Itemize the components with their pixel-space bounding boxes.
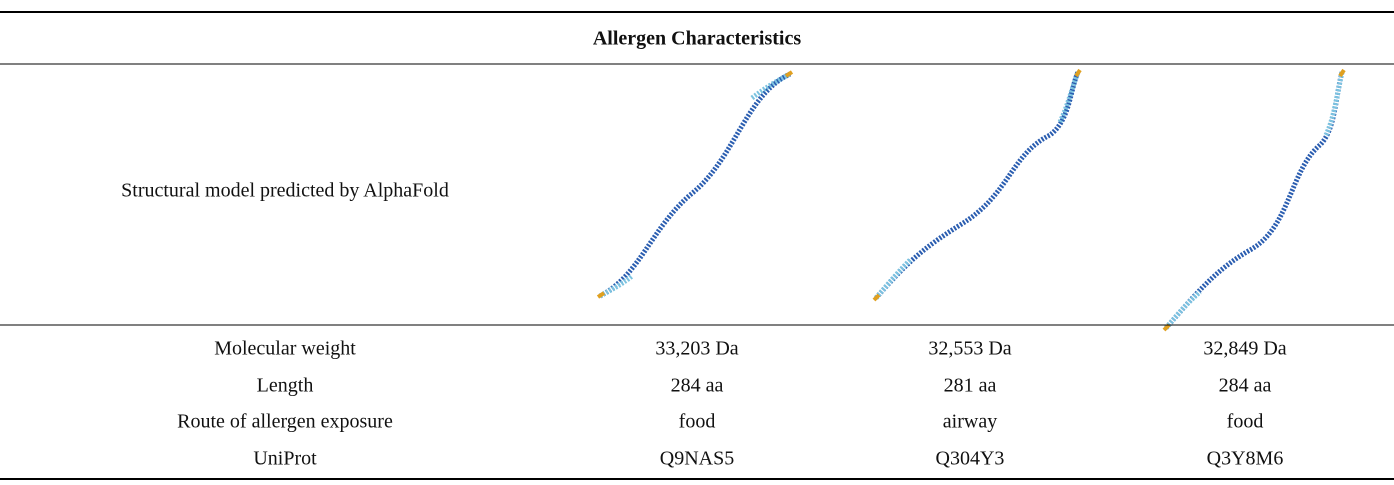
helix (1166, 72, 1342, 328)
cell: Q3Y8M6 (1207, 448, 1284, 470)
row-label: Length (257, 375, 314, 397)
cell: 33,203 Da (655, 338, 738, 360)
helix-tip (1164, 70, 1344, 330)
helix-end (1166, 292, 1200, 328)
helix-end (1326, 72, 1342, 135)
cell: Q9NAS5 (660, 448, 734, 470)
helix (600, 74, 790, 296)
row-label: Molecular weight (214, 338, 356, 360)
cell: food (679, 411, 716, 433)
cell: airway (943, 411, 997, 433)
helix-end (600, 276, 632, 296)
row-label: Route of allergen exposure (177, 411, 393, 433)
structure-model (1164, 70, 1344, 330)
structure-model (874, 70, 1080, 300)
table-body: Molecular weight 33,203 Da 32,553 Da 32,849… (177, 338, 1287, 470)
cell: Q304Y3 (936, 448, 1005, 470)
cell: 284 aa (671, 375, 724, 397)
cell: food (1227, 411, 1264, 433)
helix-end (876, 260, 910, 298)
cell: 32,553 Da (928, 338, 1011, 360)
table-figure: Allergen Characteristics Structural mode… (0, 0, 1394, 485)
cell: 32,849 Da (1203, 338, 1286, 360)
structure-label: Structural model predicted by AlphaFold (121, 180, 449, 202)
cell: 281 aa (944, 375, 997, 397)
table-title: Allergen Characteristics (593, 28, 801, 50)
structure-model (598, 72, 792, 297)
row-label: UniProt (253, 448, 317, 470)
helix-tip (598, 72, 792, 297)
cell: 284 aa (1219, 375, 1272, 397)
